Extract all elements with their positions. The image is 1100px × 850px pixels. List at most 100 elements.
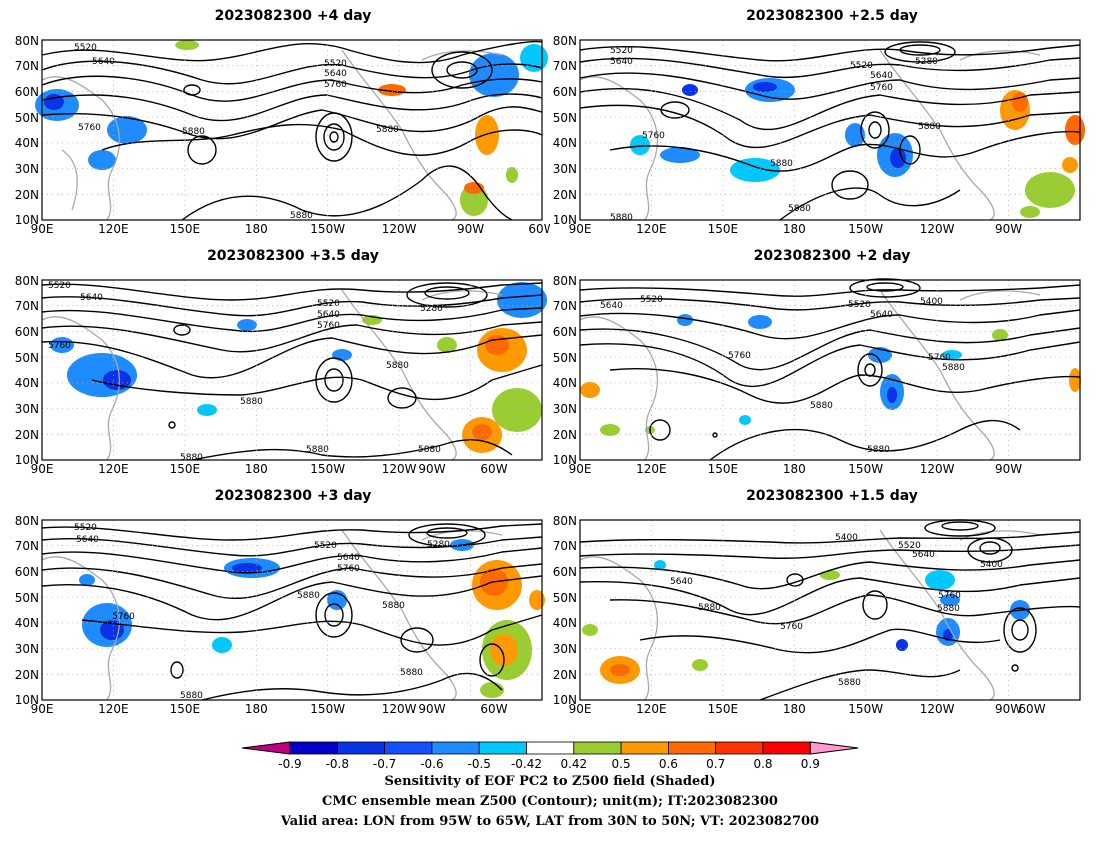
svg-text:30N: 30N xyxy=(15,642,39,656)
svg-text:120E: 120E xyxy=(98,702,128,716)
colorbar-swatch xyxy=(526,741,575,755)
svg-text:40N: 40N xyxy=(553,616,577,630)
svg-text:60N: 60N xyxy=(553,325,577,339)
contour-label: 5880 xyxy=(937,604,960,614)
contour-label: 5520 xyxy=(610,46,633,56)
svg-text:120W: 120W xyxy=(920,702,955,716)
contour-label: 5280 xyxy=(915,57,938,67)
svg-text:150E: 150E xyxy=(170,222,201,236)
svg-text:50N: 50N xyxy=(553,351,577,365)
contour-label: 5760 xyxy=(728,351,751,361)
contour-label: 5880 xyxy=(810,401,833,411)
svg-text:180: 180 xyxy=(783,702,806,716)
contour-label: 5760 xyxy=(938,591,961,601)
z500-contours xyxy=(579,519,1081,701)
svg-text:30N: 30N xyxy=(553,642,577,656)
svg-text:50N: 50N xyxy=(553,591,577,605)
colorbar-tick-label: -0.5 xyxy=(467,757,490,770)
contour-label: 5640 xyxy=(337,553,360,563)
svg-text:20N: 20N xyxy=(15,668,39,682)
colorbar-tick-label: 0.8 xyxy=(753,757,772,770)
svg-text:120W: 120W xyxy=(920,222,955,236)
contour-label: 5760 xyxy=(337,564,360,574)
svg-text:90E: 90E xyxy=(569,702,592,716)
svg-text:90E: 90E xyxy=(569,222,592,236)
colorbar-swatch xyxy=(478,741,527,755)
contour-label: 5880 xyxy=(418,445,441,455)
contour-label: 5880 xyxy=(297,591,320,601)
contour-label: 5880 xyxy=(290,211,313,221)
svg-text:40N: 40N xyxy=(15,136,39,150)
svg-text:150E: 150E xyxy=(170,702,201,716)
svg-text:60W: 60W xyxy=(480,702,507,716)
colorbar-swatch xyxy=(762,741,811,755)
svg-text:90E: 90E xyxy=(31,222,54,236)
colorbar-tick-label: 0.6 xyxy=(659,757,678,770)
svg-text:150E: 150E xyxy=(708,702,739,716)
coastlines xyxy=(579,289,1041,461)
contour-label: 5880 xyxy=(788,204,811,214)
svg-text:10N: 10N xyxy=(553,453,577,467)
svg-text:180: 180 xyxy=(245,222,268,236)
colorbar-swatch xyxy=(336,741,385,755)
contour-label: 5400 xyxy=(980,560,1003,570)
contour-label: 5880 xyxy=(838,678,861,688)
svg-text:120W: 120W xyxy=(382,462,417,476)
contour-label: 5640 xyxy=(670,577,693,587)
svg-text:10N: 10N xyxy=(15,453,39,467)
svg-text:120E: 120E xyxy=(636,222,667,236)
svg-text:30N: 30N xyxy=(15,162,39,176)
svg-text:10N: 10N xyxy=(553,693,577,707)
contour-label: 5880 xyxy=(180,691,203,701)
svg-text:20N: 20N xyxy=(553,668,577,682)
contour-label: 5640 xyxy=(92,57,115,67)
map-panel-2day: 2023082300 +2 day xyxy=(553,248,1081,476)
colorbar-tick-label: 0.42 xyxy=(560,757,587,770)
z500-contours xyxy=(41,523,543,701)
contour-label: 5640 xyxy=(317,310,340,320)
svg-text:60N: 60N xyxy=(553,85,577,99)
colorbar-tick-label: -0.42 xyxy=(511,757,542,770)
svg-text:70N: 70N xyxy=(553,299,577,313)
contour-label: 5520 xyxy=(314,541,337,551)
map-panel-4day: 2023082300 +4 day xyxy=(15,8,550,236)
caption-line-3: Valid area: LON from 95W to 65W, LAT fro… xyxy=(280,814,820,829)
contour-label: 5880 xyxy=(386,361,409,371)
colorbar-tick-label: -0.6 xyxy=(420,757,443,770)
svg-text:80N: 80N xyxy=(553,274,577,288)
svg-text:60W: 60W xyxy=(480,462,507,476)
svg-text:120E: 120E xyxy=(98,222,128,236)
contour-label: 5880 xyxy=(610,213,633,223)
colorbar-tick-label: 0.5 xyxy=(612,757,631,770)
svg-text:120E: 120E xyxy=(98,462,128,476)
colorbar-swatch xyxy=(241,741,291,755)
colorbar-swatch xyxy=(809,741,859,755)
svg-text:50N: 50N xyxy=(15,591,39,605)
colorbar-swatch xyxy=(384,741,433,755)
contour-label: 5520 xyxy=(898,541,921,551)
map-panel-3.5day: 2023082300 +3.5 day xyxy=(15,248,547,476)
svg-text:150W: 150W xyxy=(848,222,883,236)
svg-text:150E: 150E xyxy=(708,222,739,236)
svg-text:60N: 60N xyxy=(15,565,39,579)
svg-text:60N: 60N xyxy=(15,325,39,339)
panel-title: 2023082300 +3.5 day xyxy=(207,248,379,264)
svg-text:90E: 90E xyxy=(31,462,54,476)
sensitivity-shading xyxy=(630,78,1085,218)
colorbar: -0.9 -0.8 -0.7 -0.6 -0.5 -0.42 0.42 0.5 0.6 0.7 0.… xyxy=(241,741,859,770)
svg-text:180: 180 xyxy=(783,222,806,236)
contour-label: 5760 xyxy=(870,83,893,93)
figure-caption: Sensitivity of EOF PC2 to Z500 field (Sh… xyxy=(0,772,1100,832)
contour-label: 5760 xyxy=(642,131,665,141)
svg-text:20N: 20N xyxy=(15,428,39,442)
contour-label: 5880 xyxy=(382,601,405,611)
svg-text:70N: 70N xyxy=(15,59,39,73)
contour-label: 5760 xyxy=(78,123,101,133)
svg-text:30N: 30N xyxy=(15,402,39,416)
z500-contours xyxy=(41,40,543,221)
svg-text:150W: 150W xyxy=(310,702,345,716)
contour-label: 5880 xyxy=(182,127,205,137)
contour-label: 5640 xyxy=(610,57,633,67)
colorbar-swatch xyxy=(715,741,764,755)
contour-label: 5640 xyxy=(912,550,935,560)
